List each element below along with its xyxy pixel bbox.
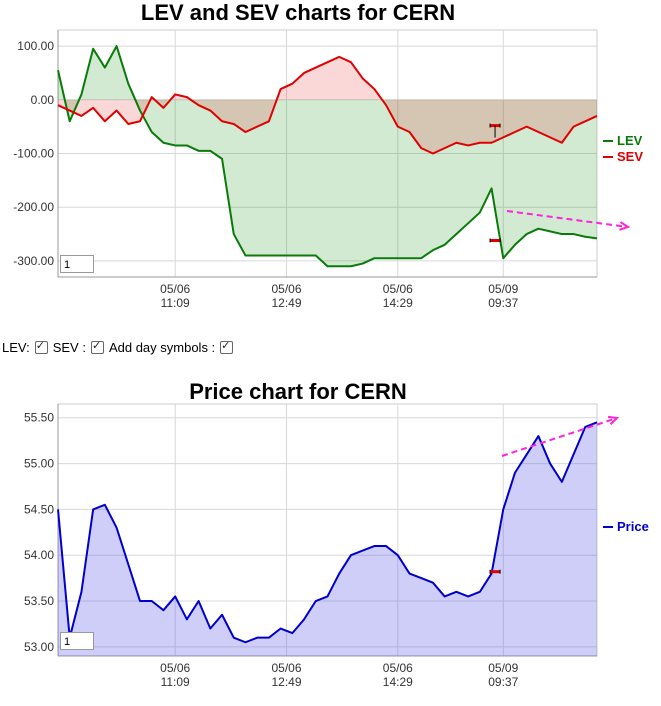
series-area-price [58, 422, 597, 656]
day-symbols-checkbox[interactable] [220, 339, 234, 354]
lev-sev-chart-title: LEV and SEV charts for CERN [141, 0, 455, 25]
series-area-sev [58, 56, 597, 154]
day-markers [489, 569, 501, 574]
x-tick-time: 09:37 [488, 675, 518, 689]
y-axis-ticks: 55.50 55.00 54.50 54.00 53.50 53.00 [24, 411, 54, 654]
sev-toggle-label: SEV : [52, 340, 86, 355]
y-tick-label: 54.00 [24, 548, 54, 562]
day-symbols-label: Add day symbols : [108, 340, 216, 355]
y-tick-label: -200.00 [13, 200, 54, 214]
x-tick-date: 05/09 [488, 282, 518, 296]
legend-label: Price [617, 519, 649, 534]
chart-controls: LEV: SEV : Add day symbols : [2, 339, 235, 355]
trend-arrow-line [501, 417, 618, 457]
lev-checkbox[interactable] [34, 339, 48, 354]
x-tick-time: 11:09 [161, 675, 190, 689]
trend-arrow [506, 210, 631, 231]
x-tick-date: 05/09 [488, 661, 518, 675]
sev-checkbox[interactable] [90, 339, 104, 354]
lev-sev-chart: LEV and SEV charts for CERN 100.00 0.00 -1… [13, 0, 643, 310]
trend-arrow [501, 415, 620, 457]
y-tick-label: 54.50 [24, 502, 54, 516]
y-tick-label: 0.00 [31, 93, 55, 107]
chart-areas [58, 422, 597, 656]
x-tick-date: 05/06 [383, 661, 413, 675]
x-tick-date: 05/06 [271, 661, 301, 675]
trend-arrow-head [619, 221, 631, 231]
y-tick-label: 53.00 [24, 640, 54, 654]
x-tick-date: 05/06 [271, 282, 301, 296]
price-chart-title: Price chart for CERN [189, 379, 407, 404]
x-tick-time: 09:37 [488, 296, 518, 310]
x-tick-time: 11:09 [161, 296, 190, 310]
chart-lines [57, 421, 598, 644]
y-tick-label: -300.00 [13, 254, 54, 268]
zoom-input[interactable]: 1 [60, 255, 94, 273]
x-tick-date: 05/06 [160, 282, 190, 296]
y-tick-label: -100.00 [13, 147, 54, 161]
price-chart: Price chart for CERN 55.50 55.00 54.50 54.0… [24, 379, 649, 689]
chart-grid [57, 403, 598, 657]
lev-toggle-label: LEV: [2, 340, 30, 355]
zoom-input[interactable]: 1 [60, 632, 94, 650]
legend-label: LEV [617, 133, 643, 148]
y-axis-ticks: 100.00 0.00 -100.00 -200.00 -300.00 [13, 39, 54, 268]
chart-lines [57, 45, 598, 268]
y-tick-label: 55.50 [24, 411, 54, 425]
x-tick-time: 12:49 [271, 296, 301, 310]
x-tick-date: 05/06 [160, 661, 190, 675]
x-tick-time: 14:29 [383, 296, 413, 310]
day-markers [489, 123, 501, 243]
x-tick-date: 05/06 [383, 282, 413, 296]
chart-legend: Price [603, 519, 649, 534]
y-tick-label: 100.00 [17, 39, 54, 53]
y-tick-label: 55.00 [24, 457, 54, 471]
y-tick-label: 53.50 [24, 594, 54, 608]
chart-grid [57, 29, 598, 278]
legend-label: SEV [617, 149, 643, 164]
trend-arrow-line [506, 210, 629, 228]
x-tick-time: 14:29 [383, 675, 413, 689]
trend-arrow-head [607, 415, 620, 425]
x-tick-time: 12:49 [271, 675, 301, 689]
chart-areas [58, 46, 597, 267]
